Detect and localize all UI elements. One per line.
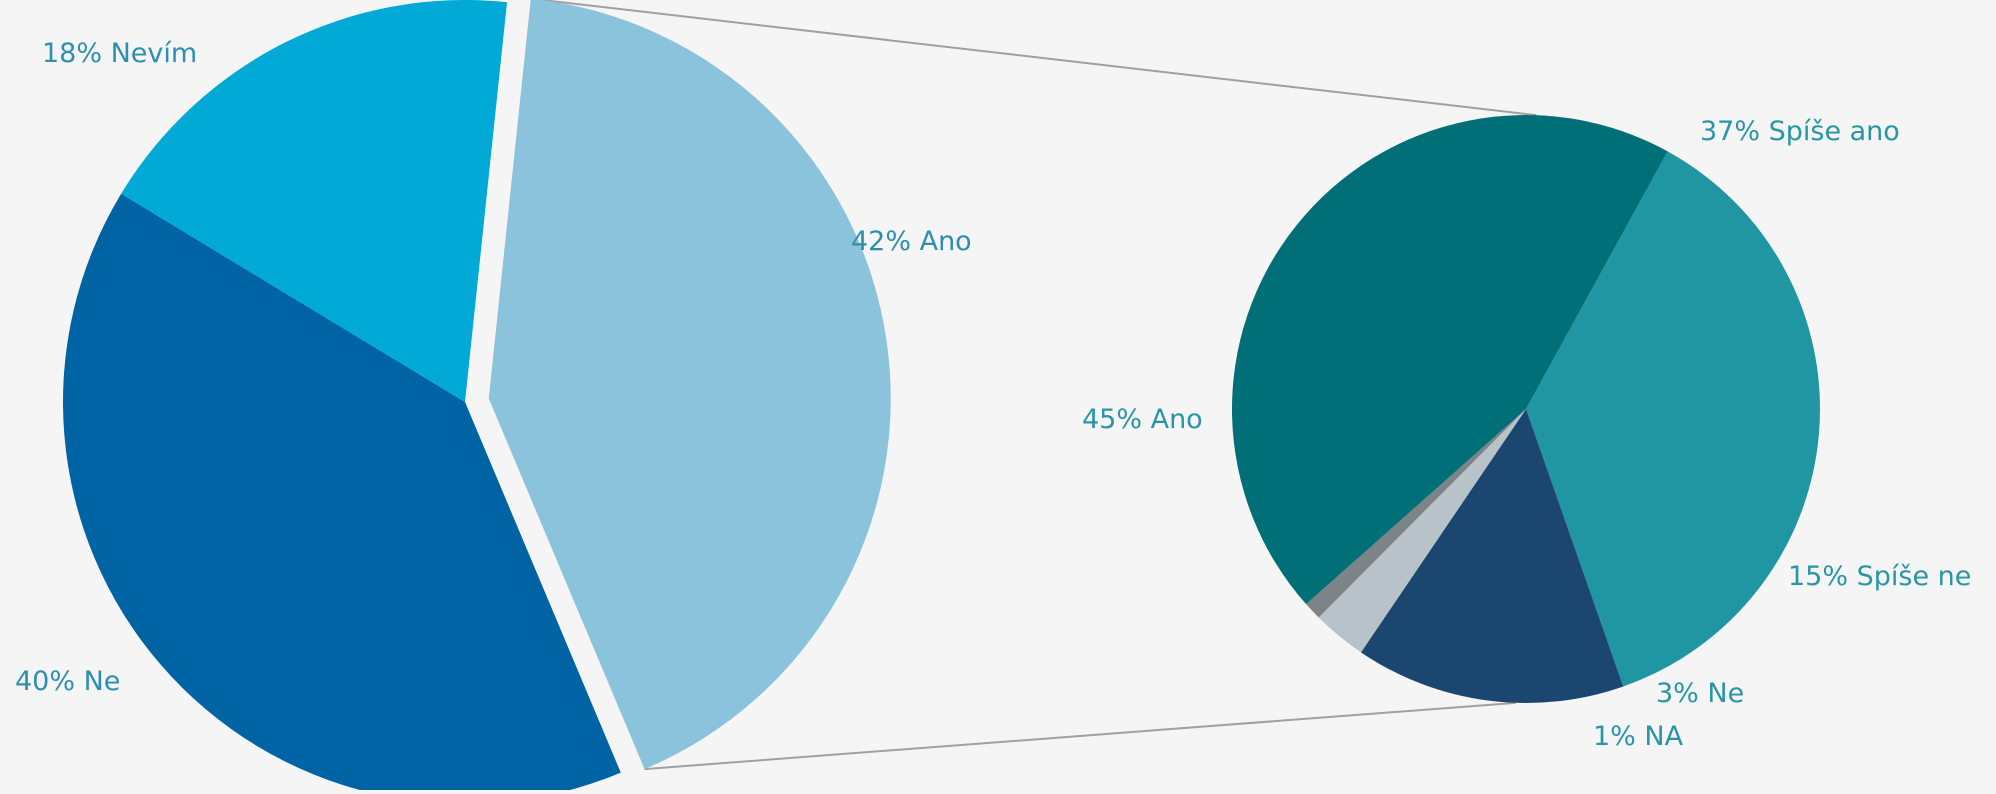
main-label-ano: 42% Ano [851, 226, 972, 257]
breakdown-slice-ano [1231, 114, 1668, 605]
main-label-ne: 40% Ne [15, 666, 120, 697]
breakdown-label-spise-ne: 15% Spíše ne [1788, 561, 1971, 592]
breakdown-slice-spise-ano [1526, 151, 1821, 687]
breakdown-label-ne: 3% Ne [1656, 678, 1744, 709]
breakdown-label-ano: 45% Ano [1082, 404, 1203, 435]
main-label-nevim: 18% Nevím [42, 38, 197, 69]
breakdown-slice-spise-ne [1360, 409, 1624, 704]
breakdown-slice-ne [1318, 409, 1526, 653]
breakdown-pie [1231, 114, 1821, 704]
connector-line-top [533, 0, 1537, 117]
breakdown-slice-na [1306, 409, 1526, 618]
main-pie [63, 0, 891, 794]
breakdown-label-spise-ano: 37% Spíše ano [1700, 116, 1900, 147]
breakdown-label-na: 1% NA [1593, 721, 1684, 752]
main-slice-ano [488, 0, 891, 770]
slice-labels: 42% Ano 40% Ne 18% Nevím 37% Spíše ano 15% S… [15, 38, 1971, 752]
main-slice-nevim [121, 0, 508, 402]
connector-line-bottom [644, 701, 1516, 771]
connector-lines [533, 0, 1537, 771]
main-slice-ne [63, 193, 621, 794]
